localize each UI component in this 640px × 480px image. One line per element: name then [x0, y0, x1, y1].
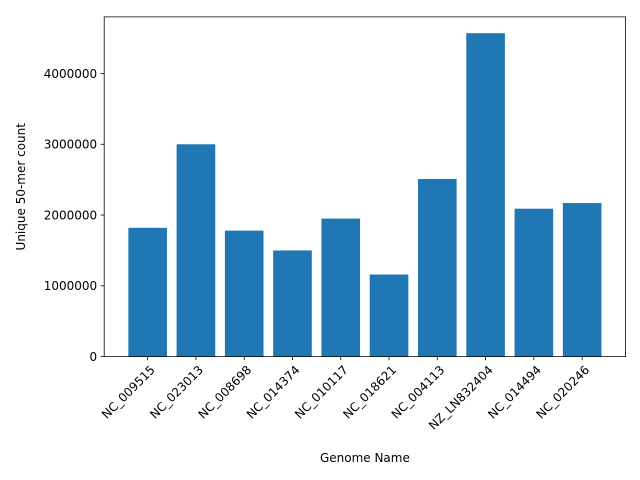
bar-nc-018621	[369, 274, 409, 357]
x-axis-label: Genome Name	[320, 451, 410, 465]
bars-group	[128, 33, 602, 357]
bar-nc-014494	[514, 208, 554, 357]
bar-nc-020246	[562, 203, 602, 357]
y-tick-label: 0	[90, 350, 98, 364]
plot-frame	[103, 16, 626, 357]
bar-nc-023013	[176, 144, 216, 357]
x-axis-ticks: NC_009515NC_023013NC_008698NC_014374NC_0…	[99, 356, 592, 433]
bar-nc-014374	[273, 250, 312, 357]
bar-nz-ln832404	[466, 33, 505, 357]
y-axis-label: Unique 50-mer count	[14, 123, 28, 251]
bar-nc-008698	[224, 230, 264, 357]
y-tick-label: 2000000	[44, 208, 97, 222]
bar-nc-010117	[321, 218, 361, 357]
y-tick-label: 4000000	[44, 67, 97, 81]
bar-nc-004113	[418, 178, 457, 357]
y-tick-label: 3000000	[44, 138, 97, 152]
y-tick-label: 1000000	[44, 279, 97, 293]
bar-nc-009515	[128, 227, 167, 357]
y-axis-ticks: 0 1000000 2000000 3000000 4000000	[44, 67, 105, 364]
